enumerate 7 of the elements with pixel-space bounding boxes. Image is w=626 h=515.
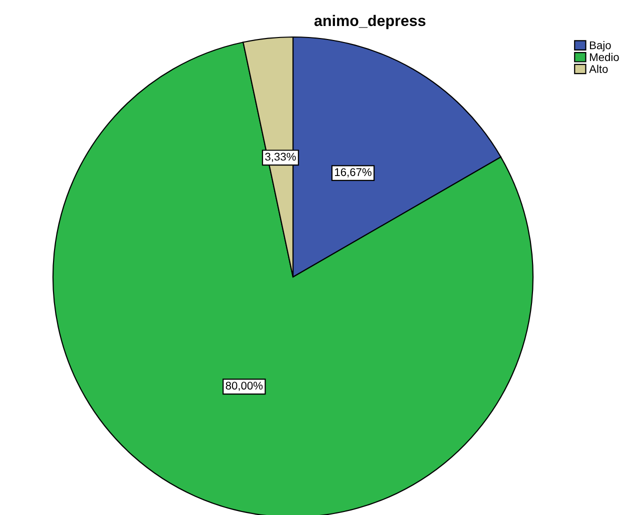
data-label: 80,00% [226, 382, 263, 391]
legend-label: Bajo [590, 41, 611, 52]
legend-label: Medio [590, 52, 619, 62]
data-label: 3,33% [265, 152, 296, 162]
data-label: 16,67% [335, 168, 372, 178]
chart-title: animo_depress [314, 14, 426, 30]
legend-label: Alto [589, 64, 608, 73]
